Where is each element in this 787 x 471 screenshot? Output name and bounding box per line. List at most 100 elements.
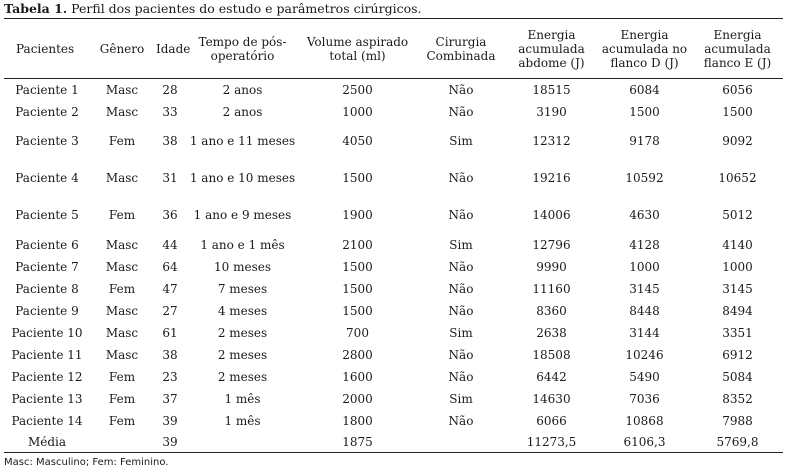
- table-cell: 2 meses: [217, 325, 268, 340]
- table-cell: 19216: [532, 171, 571, 185]
- col-header: Energia acumulada flanco E (J): [692, 20, 783, 79]
- average-cell: 6106,3: [623, 434, 666, 449]
- table-cell: 10592: [625, 171, 664, 185]
- table-cell: 10652: [718, 171, 757, 185]
- table-cell: Não: [448, 104, 474, 119]
- table-cell: Paciente 13: [11, 391, 83, 406]
- table-cell: 11160: [532, 281, 571, 296]
- table-cell: 38: [162, 134, 178, 148]
- table-cell: 9990: [536, 259, 567, 274]
- table-cell: 8448: [629, 303, 660, 318]
- table-cell: 3190: [536, 104, 567, 119]
- table-row: Paciente 3 Fem 38 1 ano e 11 meses 4050 Sim 12…: [4, 123, 783, 160]
- col-header: Pacientes: [4, 20, 90, 79]
- average-cell: 1875: [342, 434, 373, 449]
- table-cell: Paciente 10: [11, 325, 83, 340]
- table-cell: Não: [448, 259, 474, 274]
- table-cell: 1500: [342, 281, 373, 296]
- table-cell: Paciente 12: [11, 369, 83, 384]
- table-cell: 1000: [629, 259, 660, 274]
- table-cell: Paciente 1: [15, 82, 79, 97]
- table-cell: 18515: [532, 82, 571, 97]
- table-row: Paciente 6 Masc 44 1 ano e 1 mês 2100 Sim 1279…: [4, 234, 783, 256]
- table-cell: 7988: [722, 413, 753, 428]
- footnote: Masc: Masculino; Fem: Feminino.: [4, 457, 169, 468]
- table-cell: 18508: [532, 347, 571, 362]
- table-cell: Fem: [108, 281, 136, 296]
- table-cell: 1 ano e 10 meses: [189, 171, 296, 185]
- table-cell: 1 ano e 9 meses: [193, 208, 292, 222]
- table-cell: 4630: [629, 208, 660, 222]
- table-cell: 2800: [342, 347, 373, 362]
- table-cell: 23: [162, 369, 178, 384]
- caption-label: Tabela 1.: [4, 1, 68, 16]
- table-cell: 1500: [629, 104, 660, 119]
- table-cell: Não: [448, 208, 474, 222]
- table-cell: 10 meses: [214, 259, 271, 274]
- table-cell: Paciente 11: [11, 347, 83, 362]
- table-cell: Paciente 3: [15, 134, 79, 148]
- table-cell: 27: [162, 303, 178, 318]
- table-cell: 4128: [629, 237, 660, 252]
- table-cell: 4 meses: [217, 303, 268, 318]
- table-cell: 14006: [532, 208, 571, 222]
- table-cell: Não: [448, 303, 474, 318]
- average-cell: [90, 432, 154, 452]
- table-cell: 3144: [629, 325, 660, 340]
- average-cell: Média: [27, 434, 67, 449]
- table-cell: 1500: [342, 303, 373, 318]
- table-cell: 61: [162, 325, 178, 340]
- table-row: Paciente 9 Masc 27 4 meses 1500 Não 8360 8448 84…: [4, 300, 783, 322]
- table-cell: 2000: [342, 391, 373, 406]
- average-cell: 39: [162, 434, 178, 449]
- patient-table: Pacientes Gênero Idade Tempo de pós- ope…: [4, 20, 783, 452]
- table-cell: 6066: [536, 413, 567, 428]
- table-cell: Sim: [449, 237, 473, 252]
- table-cell: 5012: [722, 208, 753, 222]
- bottom-rule: [4, 452, 783, 453]
- table-cell: 6442: [536, 369, 567, 384]
- table-row: Paciente 14 Fem 39 1 mês 1800 Não 6066 10868 798…: [4, 410, 783, 432]
- table-cell: 1500: [342, 171, 373, 185]
- col-header: Tempo de pós- operatório: [186, 20, 299, 79]
- table-cell: 2 anos: [222, 104, 263, 119]
- table-cell: Paciente 7: [15, 259, 79, 274]
- table-cell: Não: [448, 82, 474, 97]
- table-cell: Fem: [108, 391, 136, 406]
- average-row: Média 39 1875 11273,5 6106,3 5769,8: [4, 432, 783, 452]
- table-cell: 31: [162, 171, 178, 185]
- table-cell: 6056: [722, 82, 753, 97]
- table-cell: 10868: [625, 413, 664, 428]
- table-cell: 33: [162, 104, 178, 119]
- table-row: Paciente 1 Masc 28 2 anos 2500 Não 18515 6084 60…: [4, 79, 783, 102]
- average-cell: 11273,5: [526, 434, 577, 449]
- table-cell: 5084: [722, 369, 753, 384]
- table-cell: Sim: [449, 325, 473, 340]
- table-cell: Não: [448, 413, 474, 428]
- col-header: Gênero: [90, 20, 154, 79]
- table-cell: Paciente 14: [11, 413, 83, 428]
- table-cell: 1 mês: [224, 413, 261, 428]
- table-row: Paciente 11 Masc 38 2 meses 2800 Não 18508 1024…: [4, 344, 783, 366]
- table-cell: 9092: [722, 134, 753, 148]
- table-cell: Masc: [105, 104, 139, 119]
- col-header: Volume aspirado total (ml): [299, 20, 416, 79]
- caption-text: Perfil dos pacientes do estudo e parâmet…: [67, 1, 422, 16]
- table-cell: Fem: [108, 134, 136, 148]
- table-cell: 5490: [629, 369, 660, 384]
- table-cell: Fem: [108, 413, 136, 428]
- table-cell: Fem: [108, 369, 136, 384]
- table-cell: 7036: [629, 391, 660, 406]
- table-cell: Paciente 2: [15, 104, 79, 119]
- table-cell: 38: [162, 347, 178, 362]
- table-row: Paciente 7 Masc 64 10 meses 1500 Não 9990 1000 1…: [4, 256, 783, 278]
- table-cell: Paciente 6: [15, 237, 79, 252]
- table-cell: Não: [448, 347, 474, 362]
- table-cell: Fem: [108, 208, 136, 222]
- col-header: Idade: [154, 20, 190, 79]
- table-cell: Masc: [105, 171, 139, 185]
- table-cell: 1500: [342, 259, 373, 274]
- table-cell: 14630: [532, 391, 571, 406]
- table-cell: 1900: [342, 208, 373, 222]
- table-cell: 2638: [536, 325, 567, 340]
